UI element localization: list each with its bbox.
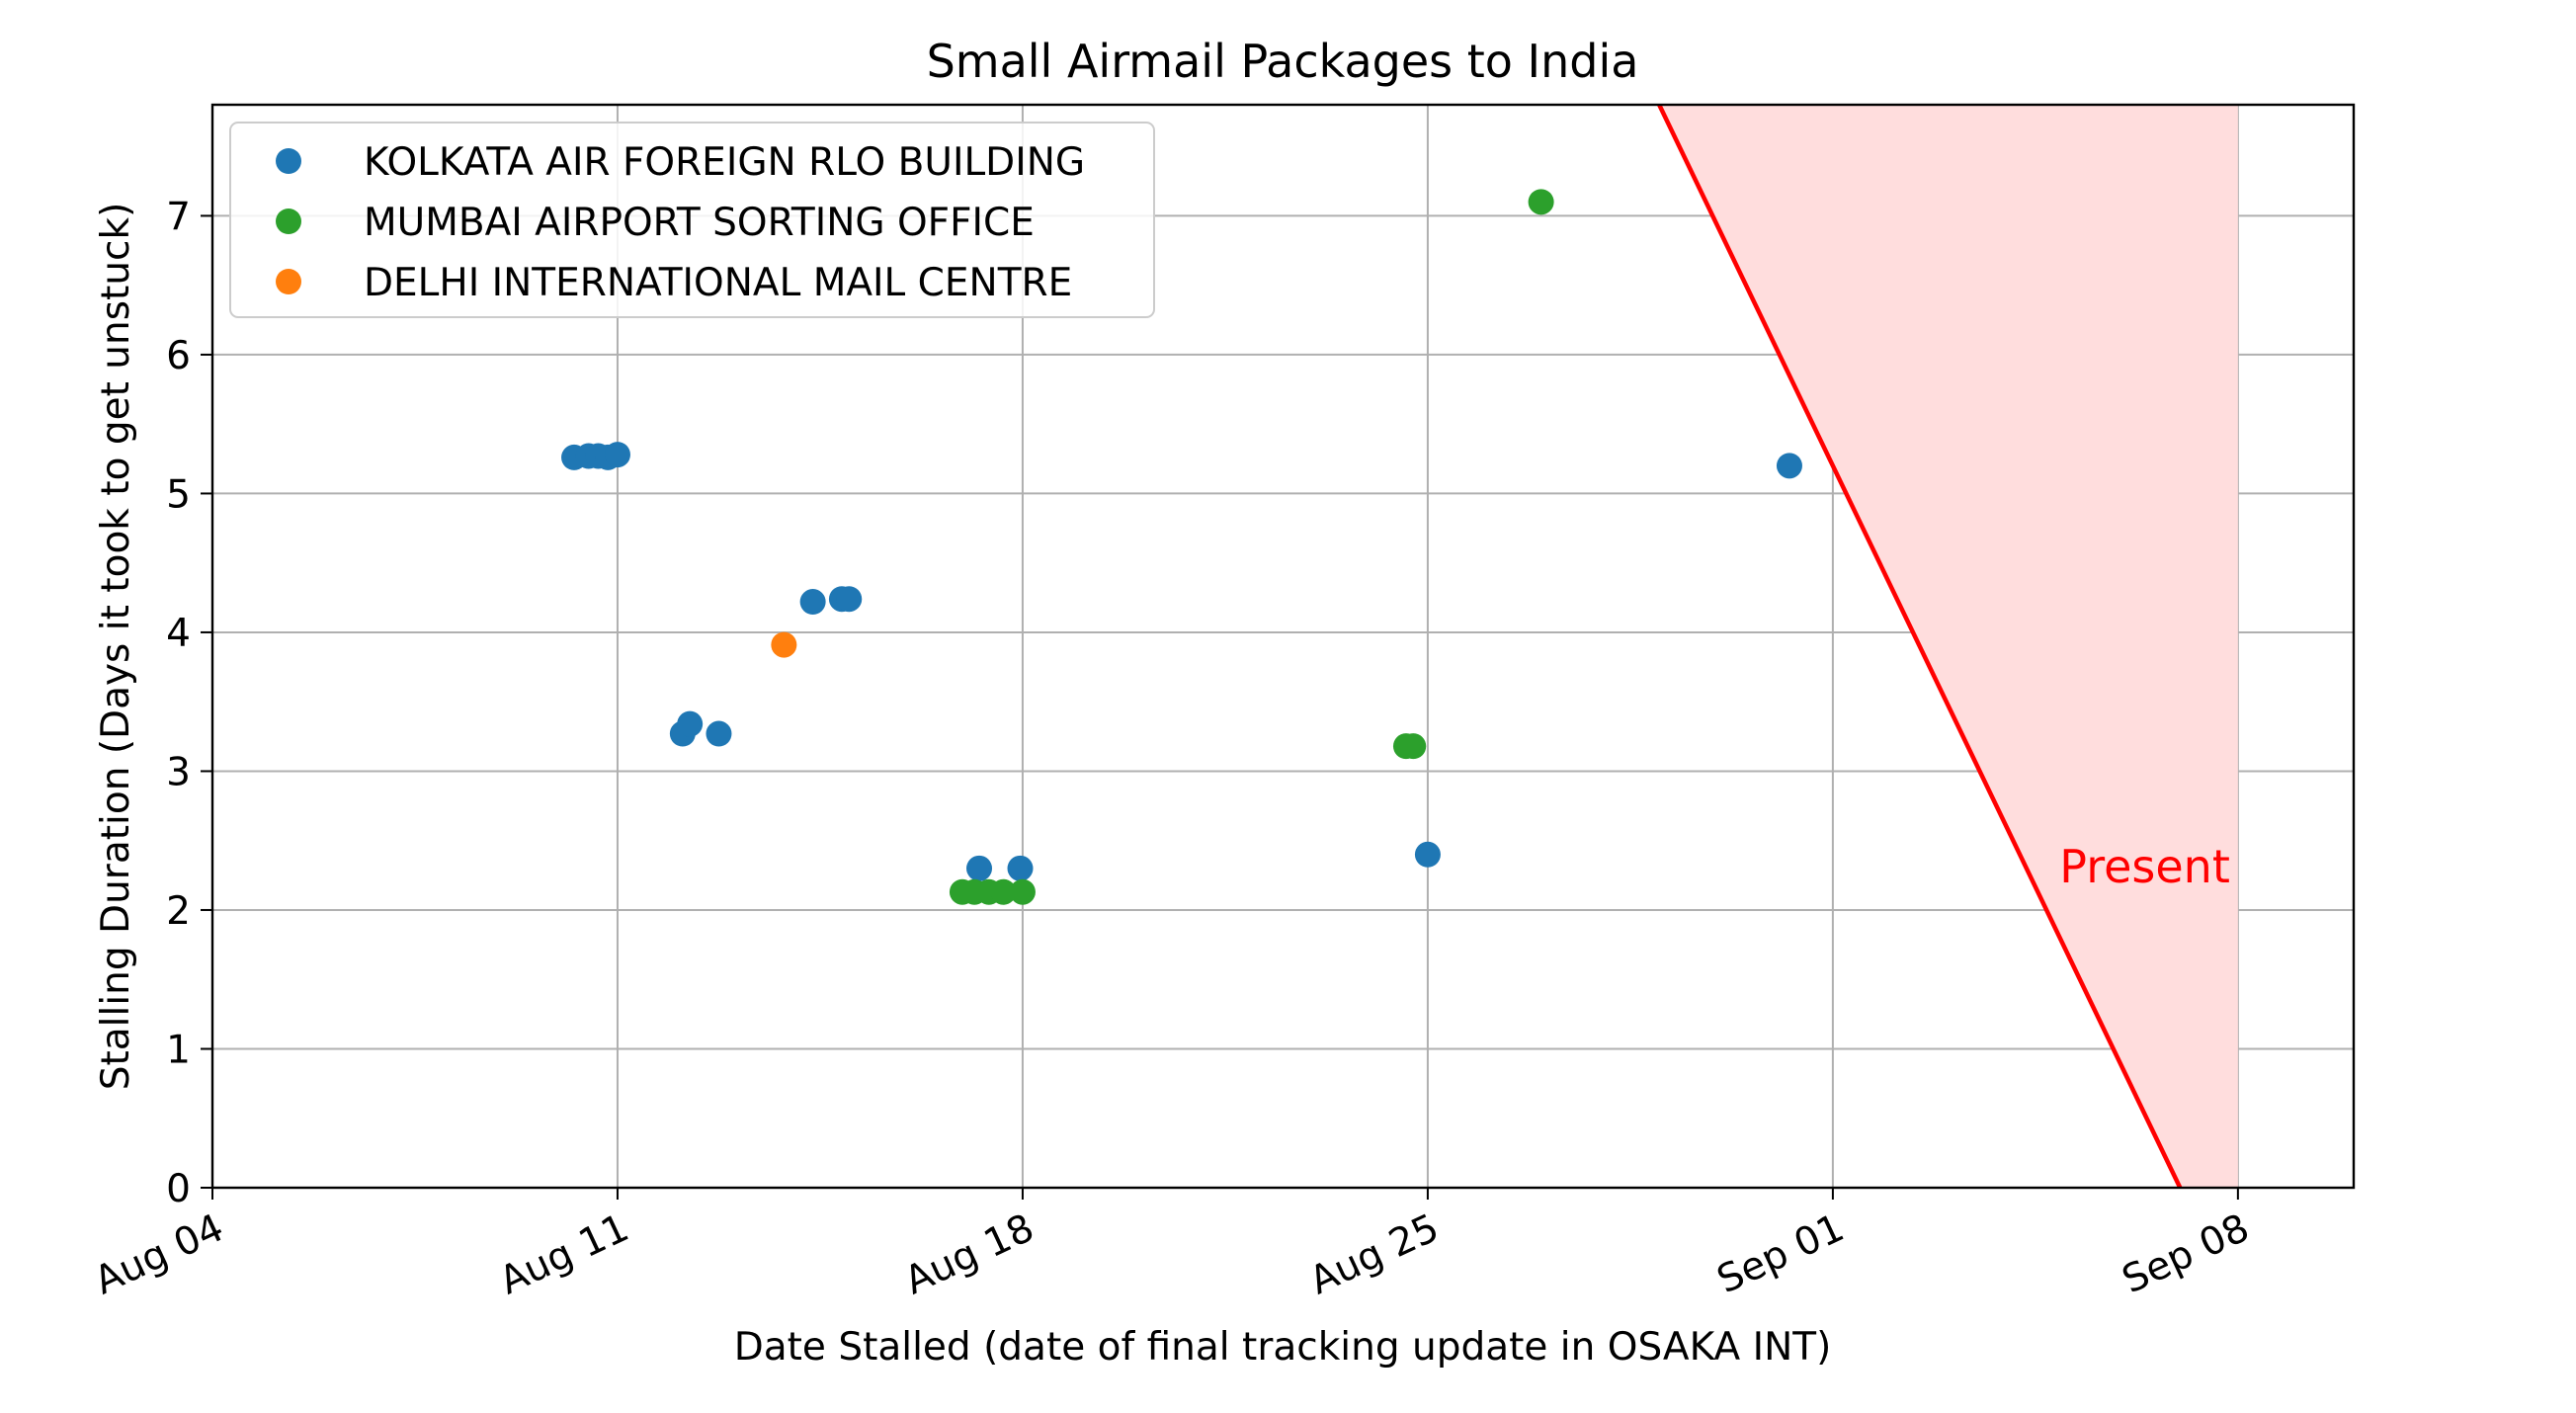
- legend-entry-label: KOLKATA AIR FOREIGN RLO BUILDING: [364, 140, 1085, 185]
- legend-marker: [276, 269, 301, 294]
- data-point-mumbai: [1400, 733, 1427, 760]
- y-axis-label: Stalling Duration (Days it took to get u…: [94, 203, 138, 1091]
- y-tick-label: 1: [166, 1028, 191, 1072]
- data-point-kolkata: [677, 710, 704, 737]
- data-point-kolkata: [799, 589, 826, 616]
- legend-marker: [276, 148, 301, 174]
- present-shaded-area: [1659, 105, 2238, 1188]
- data-point-kolkata: [1007, 855, 1034, 881]
- y-tick-label: 5: [166, 472, 191, 517]
- legend-marker: [276, 208, 301, 234]
- chart-title: Small Airmail Packages to India: [927, 35, 1639, 88]
- y-tick-label: 0: [166, 1167, 191, 1211]
- y-axis-ticks: 0 1 2 3 4 5 6 7: [166, 195, 212, 1211]
- y-tick-label: 2: [166, 889, 191, 934]
- data-point-mumbai: [1528, 189, 1554, 215]
- y-tick-label: 6: [166, 334, 191, 378]
- data-point-mumbai: [1009, 878, 1036, 905]
- data-point-kolkata: [966, 855, 993, 881]
- data-points: [561, 189, 1802, 905]
- y-tick-label: 3: [166, 750, 191, 794]
- data-point-kolkata: [1776, 453, 1802, 479]
- data-point-kolkata: [836, 586, 863, 613]
- present-region: [1657, 105, 2238, 1188]
- legend-entry-label: DELHI INTERNATIONAL MAIL CENTRE: [364, 261, 1072, 305]
- data-point-mumbai: [990, 878, 1017, 905]
- legend-entry-label: MUMBAI AIRPORT SORTING OFFICE: [364, 201, 1035, 245]
- legend: KOLKATA AIR FOREIGN RLO BUILDING MUMBAI A…: [229, 122, 1155, 318]
- data-point-kolkata: [604, 442, 630, 468]
- present-label: Present: [2059, 840, 2230, 893]
- data-point-kolkata: [706, 720, 732, 747]
- legend-box: [229, 122, 1155, 318]
- present-line: [1657, 105, 2183, 1188]
- data-point-delhi: [771, 631, 797, 658]
- y-tick-label: 7: [166, 195, 191, 239]
- x-axis-label: Date Stalled (date of final tracking upd…: [734, 1325, 1832, 1370]
- y-tick-label: 4: [166, 612, 191, 656]
- data-point-kolkata: [1414, 841, 1441, 868]
- plot-frame: [210, 103, 2356, 1190]
